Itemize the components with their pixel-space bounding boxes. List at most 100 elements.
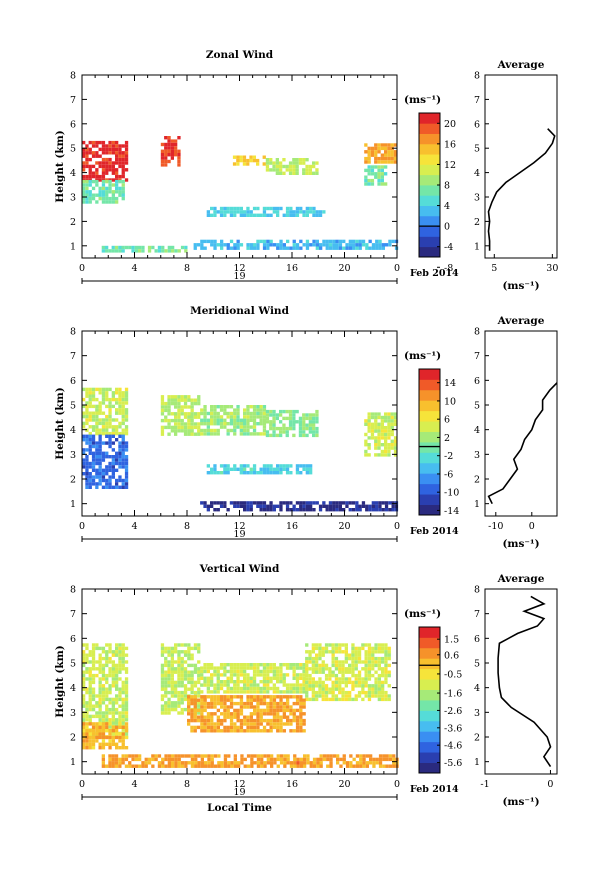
heatmap-cell bbox=[91, 475, 96, 479]
heatmap-cell bbox=[308, 660, 312, 664]
heatmap-cell bbox=[105, 404, 109, 409]
heatmap-cell bbox=[256, 669, 260, 674]
heatmap-cell bbox=[352, 243, 356, 247]
heatmap-cell bbox=[292, 171, 296, 175]
heatmap-cell bbox=[174, 761, 178, 765]
heatmap-cell bbox=[206, 210, 210, 214]
heatmap-cell bbox=[88, 684, 92, 688]
heatmap-cell bbox=[190, 422, 194, 426]
heatmap-cell bbox=[213, 669, 217, 674]
heatmap-cell bbox=[321, 690, 325, 695]
heatmap-cell bbox=[177, 754, 181, 758]
heatmap-cell bbox=[233, 504, 237, 508]
heatmap-cell bbox=[252, 673, 257, 677]
heatmap-cell bbox=[233, 422, 237, 426]
heatmap-cell bbox=[285, 508, 290, 512]
heatmap-cell bbox=[101, 387, 106, 392]
heatmap-cell bbox=[292, 715, 296, 719]
heatmap-cell bbox=[101, 151, 106, 155]
heatmap-cell bbox=[256, 673, 260, 677]
heatmap-cell bbox=[223, 411, 227, 416]
heatmap-cell bbox=[279, 467, 283, 471]
heatmap-cell bbox=[223, 669, 227, 674]
heatmap-cell bbox=[95, 714, 99, 719]
heatmap-cell bbox=[121, 704, 125, 708]
heatmap-cell bbox=[95, 461, 99, 466]
heatmap-cell bbox=[177, 156, 181, 160]
heatmap-cell bbox=[219, 210, 224, 214]
heatmap-cell bbox=[124, 168, 129, 172]
average-y-tick-label: 8 bbox=[474, 71, 480, 82]
heatmap-cell bbox=[174, 415, 178, 419]
heatmap-cell bbox=[381, 684, 385, 688]
heatmap-cell bbox=[121, 757, 125, 762]
heatmap-cell bbox=[101, 468, 106, 472]
heatmap-cell bbox=[177, 418, 181, 423]
heatmap-cell bbox=[193, 729, 197, 733]
heatmap-cell bbox=[101, 739, 106, 743]
heatmap-cell bbox=[367, 667, 372, 671]
heatmap-cell bbox=[111, 404, 115, 409]
heatmap-cell bbox=[180, 670, 184, 674]
heatmap-cell bbox=[88, 701, 92, 705]
heatmap-cell bbox=[167, 149, 171, 153]
heatmap-cell bbox=[203, 501, 207, 505]
heatmap-cell bbox=[242, 155, 247, 159]
heatmap-cell bbox=[95, 397, 99, 402]
heatmap-cell bbox=[177, 405, 181, 409]
heatmap-cell bbox=[302, 423, 306, 427]
heatmap-cell bbox=[118, 663, 122, 668]
heatmap-cell bbox=[239, 504, 243, 508]
heatmap-cell bbox=[111, 151, 115, 155]
heatmap-cell bbox=[318, 210, 323, 214]
heatmap-cell bbox=[124, 441, 129, 445]
heatmap-cell bbox=[118, 404, 122, 409]
heatmap-cells bbox=[82, 136, 399, 253]
heatmap-cell bbox=[105, 677, 109, 681]
heatmap-cell bbox=[249, 715, 253, 719]
heatmap-cell bbox=[308, 653, 312, 657]
heatmap-cell bbox=[91, 154, 96, 158]
heatmap-cell bbox=[88, 174, 92, 179]
heatmap-cell bbox=[233, 206, 237, 211]
heatmap-cell bbox=[98, 404, 102, 409]
heatmap-cell bbox=[82, 663, 86, 668]
heatmap-cell bbox=[365, 243, 369, 247]
heatmap-cell bbox=[170, 704, 174, 708]
heatmap-cell bbox=[243, 663, 247, 667]
heatmap-cell bbox=[223, 754, 228, 758]
heatmap-cell bbox=[121, 394, 125, 398]
heatmap-cell bbox=[299, 676, 303, 680]
heatmap-cell bbox=[98, 714, 102, 719]
heatmap-cell bbox=[226, 206, 230, 211]
heatmap-cell bbox=[252, 683, 257, 687]
heatmap-cell bbox=[88, 183, 92, 187]
heatmap-cell bbox=[105, 171, 109, 175]
heatmap-cell bbox=[170, 418, 174, 423]
heatmap-cell bbox=[206, 680, 210, 684]
heatmap-cell bbox=[206, 663, 210, 667]
heatmap-cell bbox=[164, 677, 168, 681]
average-y-tick-label: 3 bbox=[474, 450, 480, 461]
heatmap-cell bbox=[351, 650, 355, 654]
heatmap-cell bbox=[302, 686, 306, 691]
heatmap-cell bbox=[121, 249, 125, 253]
heatmap-cell bbox=[381, 650, 385, 654]
heatmap-cell bbox=[111, 704, 115, 708]
heatmap-cell bbox=[338, 246, 343, 250]
heatmap-cell bbox=[101, 725, 106, 729]
heatmap-cell bbox=[98, 174, 102, 179]
heatmap-cell bbox=[216, 722, 220, 726]
heatmap-cell bbox=[256, 246, 260, 250]
heatmap-region-4 bbox=[265, 158, 319, 175]
heatmap-cell bbox=[171, 249, 175, 253]
heatmap-cell bbox=[121, 721, 125, 725]
heatmap-cell bbox=[82, 458, 86, 462]
heatmap-cell bbox=[124, 411, 129, 415]
heatmap-cell bbox=[269, 712, 273, 716]
colorbar-segment bbox=[419, 226, 440, 237]
heatmap-cell bbox=[82, 154, 86, 158]
colorbar-tick-label: 4 bbox=[444, 201, 450, 212]
heatmap-cell bbox=[105, 164, 109, 169]
heatmap-cell bbox=[95, 722, 99, 726]
